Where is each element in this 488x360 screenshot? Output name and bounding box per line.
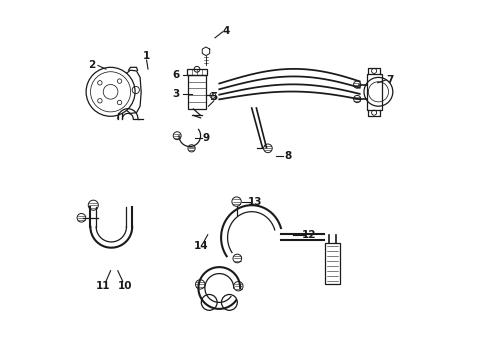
Text: 7: 7 <box>386 75 393 85</box>
Text: 6: 6 <box>172 69 180 80</box>
Bar <box>366 74 381 110</box>
Text: 5: 5 <box>210 92 217 102</box>
Text: 13: 13 <box>247 197 261 207</box>
Text: 14: 14 <box>194 240 208 251</box>
Bar <box>187 69 206 75</box>
Text: 2: 2 <box>88 60 95 70</box>
Text: 10: 10 <box>118 281 132 291</box>
Bar <box>325 243 339 284</box>
Text: 3: 3 <box>172 89 180 99</box>
Text: 4: 4 <box>223 26 230 36</box>
Text: 12: 12 <box>302 230 316 240</box>
Text: 11: 11 <box>96 281 110 291</box>
Text: 8: 8 <box>284 151 291 161</box>
Bar <box>188 75 205 109</box>
Text: 9: 9 <box>202 132 209 143</box>
Text: 1: 1 <box>142 51 150 61</box>
